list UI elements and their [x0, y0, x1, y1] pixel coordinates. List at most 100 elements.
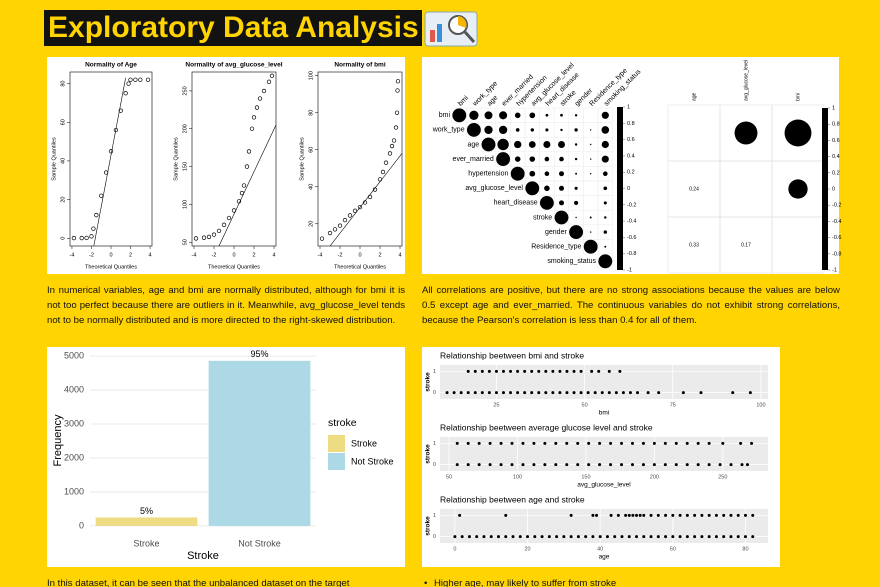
- point: [193, 236, 199, 241]
- point: [751, 535, 755, 539]
- point: [597, 369, 601, 373]
- color-bar-label: 0.4: [627, 153, 635, 159]
- point: [91, 226, 96, 231]
- plot-background: [440, 437, 768, 471]
- bar: [95, 517, 198, 526]
- point: [226, 215, 232, 221]
- point: [460, 535, 464, 539]
- bar-chart: 0 1000 2000 3000 4000 5000 5% Stroke Stroke 95% No…: [52, 349, 394, 562]
- qq-plot: Normality of Age-4 -2 0 2 4020406080Theoreti…: [51, 62, 153, 270]
- point: [685, 513, 689, 517]
- point: [621, 391, 625, 395]
- point: [445, 391, 449, 395]
- point: [627, 513, 631, 517]
- point: [352, 208, 358, 213]
- point: [544, 369, 548, 373]
- point: [635, 513, 639, 517]
- point: [579, 391, 583, 395]
- y-tick-label: 3000: [64, 418, 84, 428]
- point: [743, 513, 747, 517]
- y-axis-label: stroke: [425, 372, 432, 392]
- correlation-circle: [560, 128, 563, 132]
- correlation-circle: [499, 111, 508, 120]
- correlation-circle: [574, 114, 578, 117]
- color-bar-label: 1: [627, 104, 630, 110]
- correlation-circle: [498, 125, 508, 135]
- x-tick-label: 25: [493, 402, 499, 408]
- plot-title: Normality of bmi: [334, 62, 385, 69]
- point: [587, 463, 591, 467]
- correlation-circle: [544, 156, 550, 162]
- correlation-circle: [496, 152, 511, 167]
- point: [745, 463, 749, 467]
- point: [750, 441, 754, 445]
- correlation-circle: [575, 172, 578, 175]
- point: [244, 164, 250, 169]
- correlation-circle: [469, 110, 479, 120]
- point: [394, 110, 400, 115]
- plot-title: Normality of avg_glucose_level: [185, 62, 282, 69]
- y-tick-label: 1: [433, 369, 436, 375]
- point: [576, 535, 580, 539]
- point: [482, 535, 486, 539]
- x-tick-label: 0: [109, 252, 112, 258]
- point: [236, 199, 242, 204]
- point: [475, 535, 479, 539]
- point: [511, 535, 515, 539]
- color-bar-label: 1: [832, 105, 835, 111]
- point: [607, 369, 611, 373]
- point: [254, 105, 260, 110]
- correlation-circle: [574, 157, 578, 161]
- point: [576, 463, 580, 467]
- x-axis-label: avg_glucose_level: [577, 482, 631, 489]
- point: [693, 535, 697, 539]
- qq-plot: Normality of bmi -4 -2 0 2 4 20 40 60 80 100 Theore…: [299, 62, 403, 270]
- point: [649, 513, 653, 517]
- x-tick-label: 80: [742, 546, 748, 552]
- paragraph: All correlations are positive, but there…: [422, 285, 840, 326]
- point: [249, 126, 255, 131]
- y-tick-label: 0: [79, 520, 84, 530]
- point: [510, 441, 514, 445]
- point: [521, 463, 525, 467]
- correlation-circle: [481, 137, 496, 152]
- x-tick-label: 4: [398, 252, 401, 258]
- point: [587, 441, 591, 445]
- strip-plot: Relationship beetween bmi and stroke 25 50…: [425, 350, 768, 417]
- y-tick-label: 2000: [64, 452, 84, 462]
- point: [206, 234, 212, 240]
- point: [487, 391, 491, 395]
- point: [216, 228, 222, 234]
- point: [387, 151, 393, 156]
- correlation-circle: [544, 171, 550, 177]
- color-bar-label: 0: [627, 186, 630, 192]
- plot-background: [440, 365, 768, 399]
- point: [591, 535, 595, 539]
- y-tick-label: 80: [308, 110, 314, 116]
- point: [707, 513, 711, 517]
- point: [649, 535, 653, 539]
- point: [551, 369, 555, 373]
- point: [395, 88, 400, 93]
- y-tick-label: 0: [433, 534, 436, 540]
- point: [504, 513, 508, 517]
- point: [455, 463, 459, 467]
- point: [565, 391, 569, 395]
- point: [395, 79, 401, 84]
- column-label: avg_glucose_level: [743, 60, 749, 101]
- row-label: work_type: [432, 127, 465, 134]
- point: [319, 236, 325, 241]
- point: [635, 535, 639, 539]
- point: [99, 193, 104, 198]
- point: [600, 391, 604, 395]
- x-tick-label: 60: [670, 546, 676, 552]
- point: [138, 77, 143, 82]
- correlation-circle: [601, 126, 610, 134]
- point: [530, 369, 534, 373]
- title-icon: [424, 11, 478, 47]
- y-axis-label: Sample Quantiles: [173, 137, 179, 181]
- color-bar: [617, 107, 623, 270]
- point: [128, 77, 133, 82]
- correlation-circle: [583, 239, 598, 254]
- correlation-circle: [569, 225, 584, 240]
